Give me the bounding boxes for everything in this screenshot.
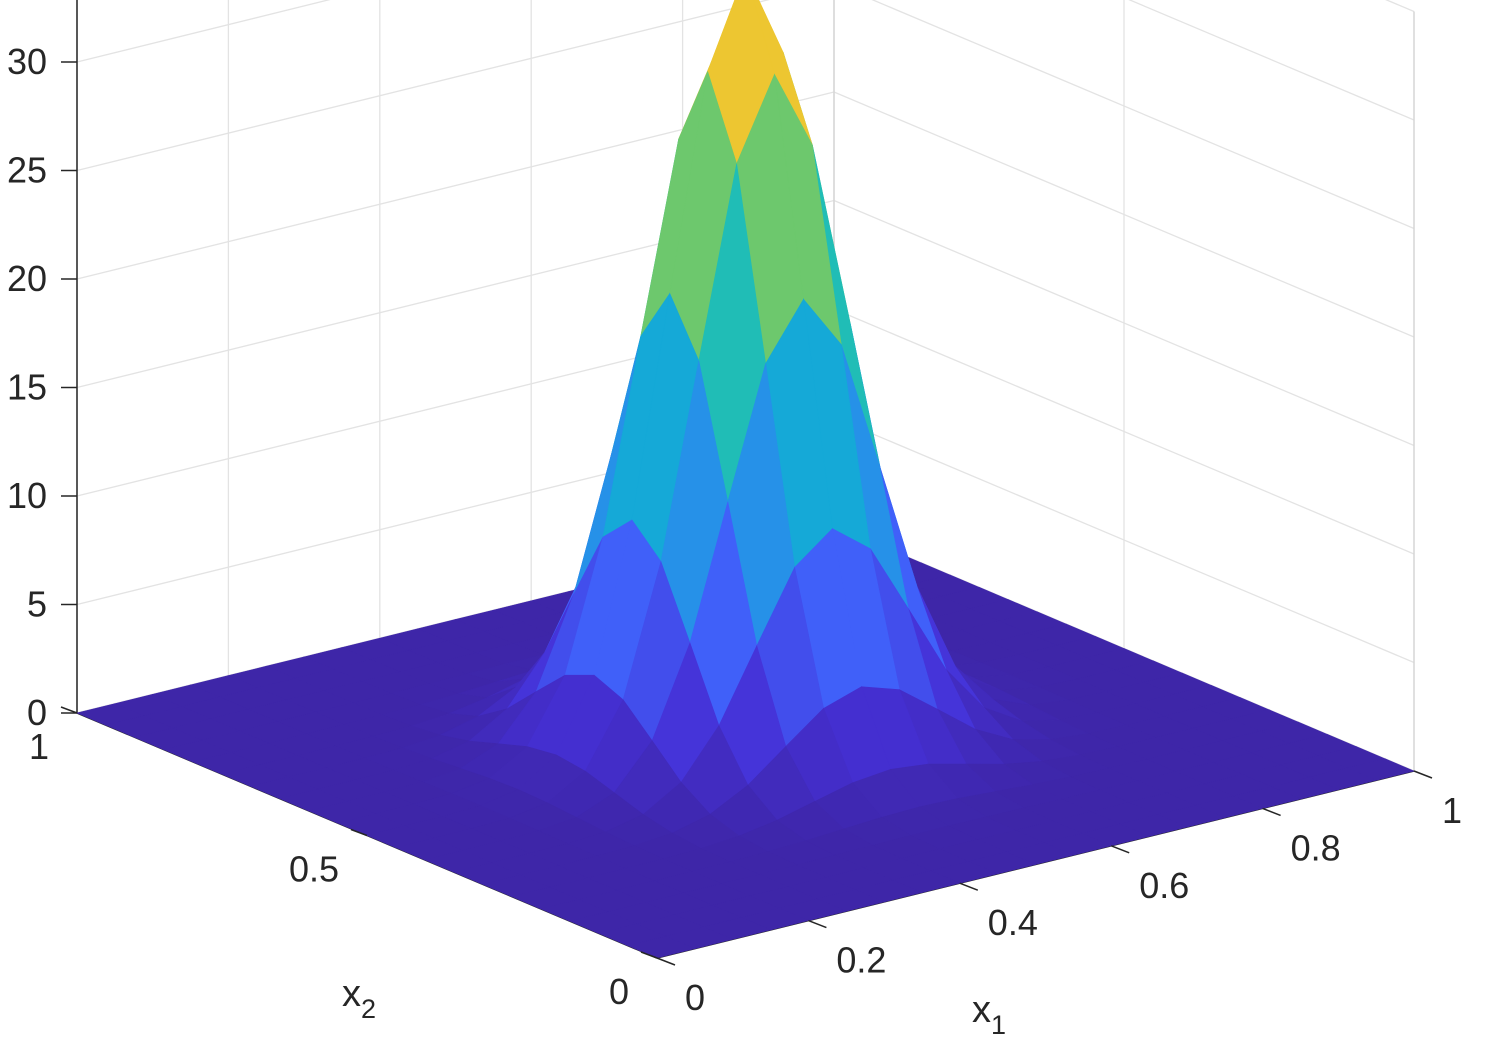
x2-tick-mark [350,828,368,837]
x1-tick-mark [656,957,676,966]
z-axis-ticks: 0 5 10 15 20 25 30 35 [7,41,47,733]
x1-tick-label: 0.2 [836,940,886,981]
x1-tick-mark [808,919,827,929]
z-tick-label: 5 [27,584,47,625]
grid-line [76,0,770,172]
x1-tick-label: 1 [1442,790,1462,831]
x2-tick-mark [60,706,78,714]
grid-line [833,416,1415,664]
z-tick-label: 0 [27,692,47,733]
grid-line [871,0,1415,230]
z-tick-label: 20 [7,258,47,299]
z-tick-label: 10 [7,475,47,516]
x1-tick-label: 0.4 [988,902,1038,943]
x1-tick-mark [1413,770,1433,779]
x1-axis-ticks: 0 0.2 0.4 0.6 0.8 1 [685,790,1462,1018]
x1-tick-mark [1110,845,1130,854]
grid-line [76,0,331,63]
surface [76,0,1415,959]
z-tick-label: 30 [7,41,47,82]
z-tick-label: 15 [7,367,47,408]
grid-line [833,308,1415,555]
x2-tick-label: 0.5 [289,849,339,890]
x1-axis-label: x1 [972,989,1006,1040]
tick-marks [60,61,1433,966]
x2-tick-label: 1 [29,726,49,767]
x1-tick-label: 0 [685,977,705,1018]
grid-line [833,199,1415,447]
grid-line [1128,0,1415,121]
x1-tick-label: 0.6 [1139,865,1189,906]
x2-axis-label: x2 [342,973,376,1024]
x1-tick-mark [959,882,979,891]
grid-line [833,91,1415,338]
z-tick-label: 25 [7,150,47,191]
x1-tick-label: 0.8 [1291,827,1341,868]
x1-tick-mark [1262,807,1281,817]
x2-axis-ticks: 0 0.5 1 [29,726,629,1012]
x2-tick-label: 0 [609,971,629,1012]
x2-tick-mark [640,951,658,959]
